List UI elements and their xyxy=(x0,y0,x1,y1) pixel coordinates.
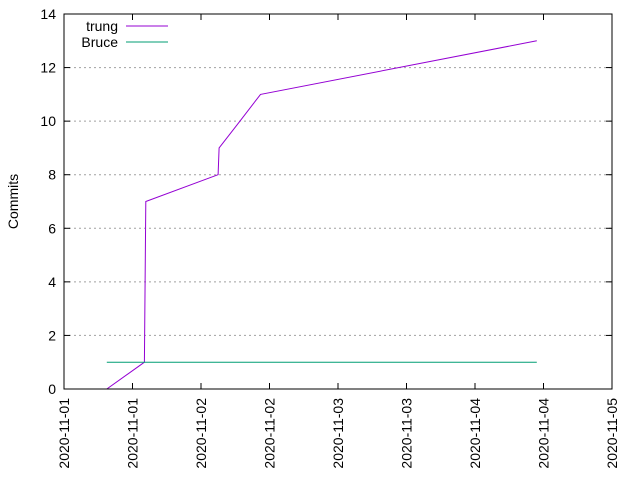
x-tick-label: 2020-11-05 xyxy=(604,398,620,469)
x-tick-label: 2020-11-01 xyxy=(56,398,72,469)
axis-ticks: 0 2 4 6 8 10 12 14 2020-11-01 2020-11-01 2020-11-0… xyxy=(40,6,620,469)
x-tick-label: 2020-11-04 xyxy=(467,398,483,469)
grid-lines xyxy=(64,67,612,336)
y-tick-label: 6 xyxy=(48,220,56,236)
x-tick-label: 2020-11-01 xyxy=(125,398,141,469)
legend-label-trung: trung xyxy=(86,18,118,34)
y-tick-label: 2 xyxy=(48,327,56,343)
x-tick-label: 2020-11-02 xyxy=(262,398,278,469)
x-tick-label: 2020-11-03 xyxy=(399,398,415,469)
series-lines xyxy=(106,40,537,390)
legend-label-bruce: Bruce xyxy=(81,34,118,50)
y-tick-label: 14 xyxy=(40,6,56,22)
x-tick-label: 2020-11-04 xyxy=(536,398,552,469)
y-tick-label: 10 xyxy=(40,113,56,129)
x-tick-label: 2020-11-02 xyxy=(193,398,209,469)
y-tick-label: 8 xyxy=(48,167,56,183)
y-tick-label: 12 xyxy=(40,60,56,76)
y-tick-label: 4 xyxy=(48,274,56,290)
series-line-trung xyxy=(106,40,537,390)
x-tick-label: 2020-11-03 xyxy=(330,398,346,469)
y-axis-label: Commits xyxy=(5,174,21,229)
y-tick-label: 0 xyxy=(48,381,56,397)
